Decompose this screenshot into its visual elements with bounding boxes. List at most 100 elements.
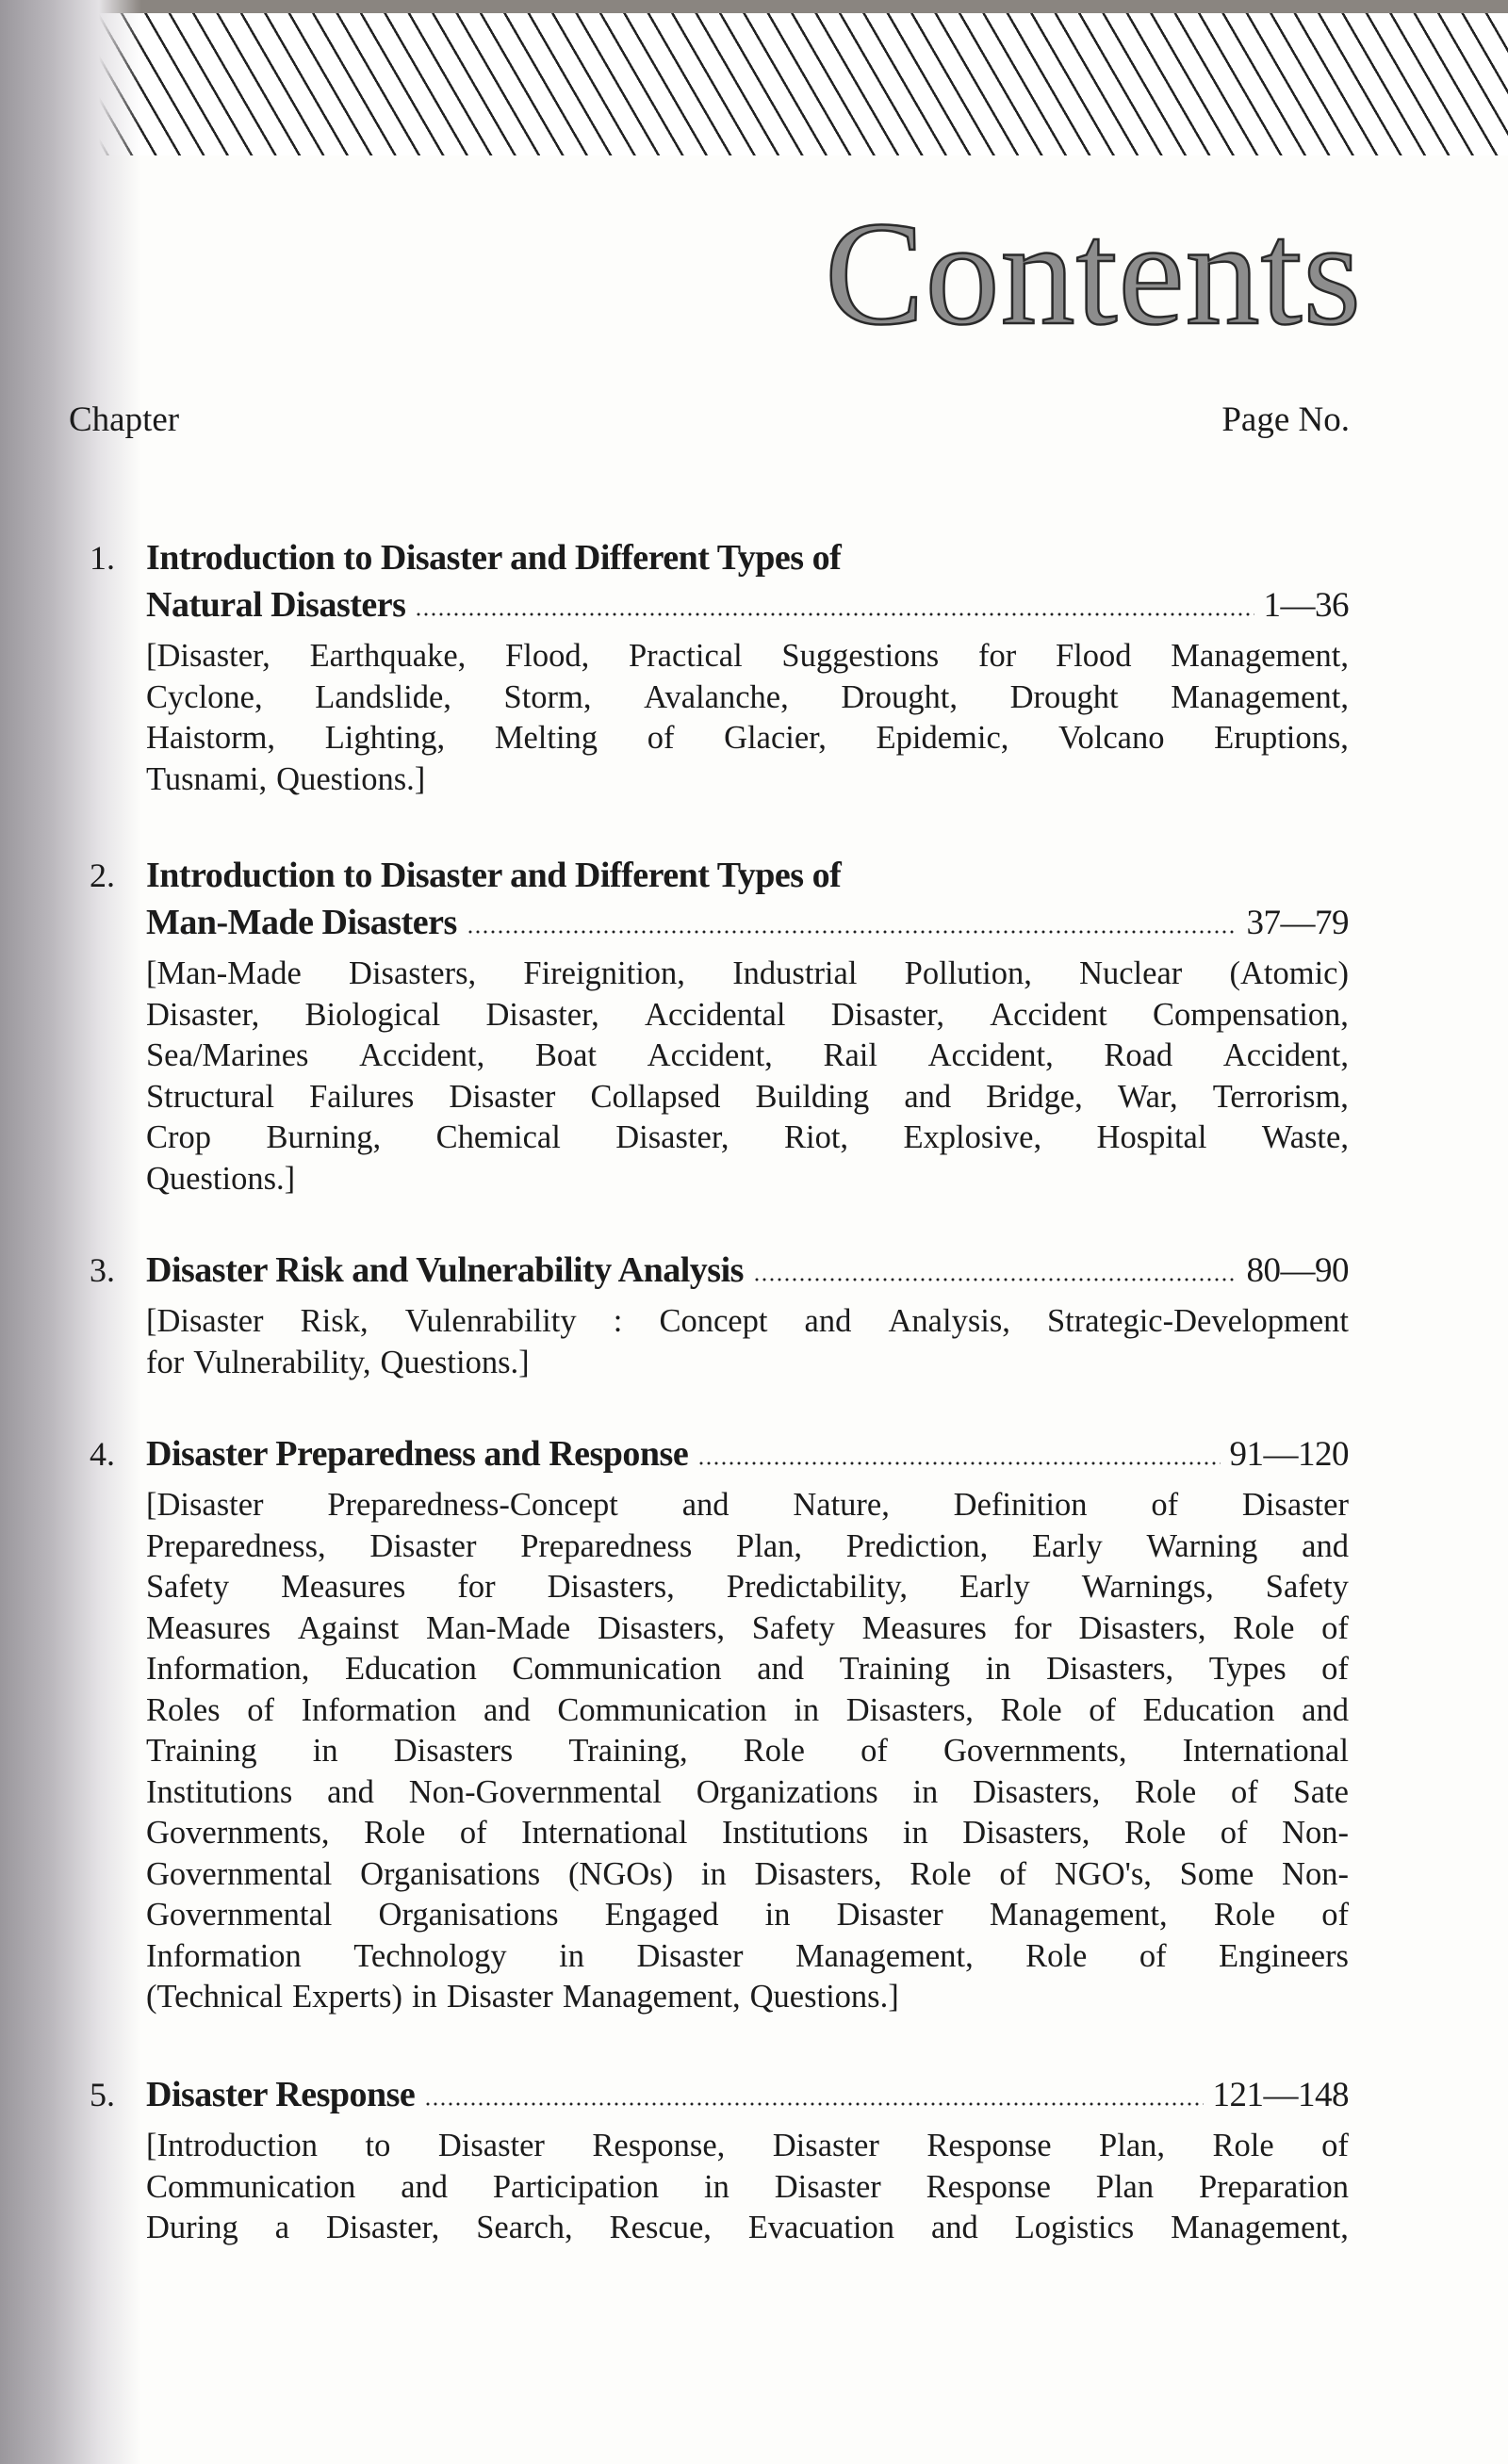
topic-word: Safety bbox=[146, 1569, 230, 1605]
topic-word: Training bbox=[839, 1651, 951, 1687]
topic-word: of bbox=[1321, 2128, 1349, 2163]
topic-word: Disaster, bbox=[485, 996, 599, 1033]
topic-word: Role bbox=[364, 1815, 426, 1851]
topic-word: Preparedness bbox=[520, 1527, 693, 1564]
topic-word: Fireignition, bbox=[523, 955, 685, 991]
topic-line: Safety Measures for Disasters, Predictabilit… bbox=[146, 1567, 1349, 1608]
topic-word: Roles bbox=[146, 1691, 221, 1728]
topic-word: International bbox=[521, 1815, 688, 1851]
topic-word: Disasters, bbox=[547, 1569, 675, 1605]
topic-word: Predictability, bbox=[726, 1569, 909, 1605]
topic-word: Management, bbox=[1171, 2210, 1349, 2245]
topic-word: Earthquake, bbox=[309, 638, 467, 674]
topic-line: Crop Burning, Chemical Disaster, Riot, Explos… bbox=[146, 1118, 1349, 1159]
topic-word: Biological bbox=[304, 996, 441, 1033]
topic-word: Sate bbox=[1292, 1773, 1349, 1810]
topic-word: Communication bbox=[512, 1651, 722, 1687]
topic-word: Industrial bbox=[732, 955, 858, 991]
topic-word: Disaster bbox=[449, 1078, 556, 1115]
chapter-number: 4. bbox=[90, 1435, 115, 1473]
topic-word: Role bbox=[1213, 1897, 1276, 1933]
topic-word: [Disaster, bbox=[146, 638, 270, 674]
topic-word: Flood, bbox=[505, 638, 590, 674]
chapter-topics: [Disaster Risk, Vulenrability: Concept and An… bbox=[146, 1301, 1349, 1383]
chapter-number: 1. bbox=[90, 539, 115, 577]
topic-word: for bbox=[977, 638, 1017, 674]
topic-word: Early bbox=[959, 1569, 1030, 1605]
topic-word: Rail bbox=[823, 1037, 877, 1073]
topic-word: Technology bbox=[353, 1937, 507, 1974]
topic-word: Vulenrability bbox=[404, 1303, 577, 1339]
chapter-title-line: Introduction to Disaster and Different T… bbox=[146, 852, 1349, 899]
topic-word: Questions.] bbox=[749, 1979, 899, 2015]
topic-word: and bbox=[681, 1487, 729, 1523]
topic-line: During a Disaster, Search, Rescue, Evacuation… bbox=[146, 2208, 1349, 2249]
topic-word: Evacuation bbox=[747, 2210, 895, 2245]
topic-word: Preparation bbox=[1198, 2168, 1349, 2205]
topic-word: Disaster, bbox=[830, 996, 944, 1033]
topic-word: Disaster, bbox=[615, 1119, 729, 1155]
topic-word: Building bbox=[755, 1078, 870, 1115]
topic-word: Riot, bbox=[783, 1119, 849, 1155]
topic-word: Volcano bbox=[1058, 720, 1165, 756]
topic-word: of bbox=[861, 1733, 888, 1769]
topic-word: Disasters, bbox=[845, 1691, 974, 1728]
topic-word: Disaster bbox=[636, 1937, 744, 1974]
topic-line: Governmental Organisations Engaged in Disast… bbox=[146, 1895, 1349, 1936]
chapter-title-line: Disaster Preparedness and Response 91—120 bbox=[146, 1430, 1349, 1478]
topic-word: Logistics bbox=[1014, 2210, 1135, 2245]
topic-line: [Man-Made Disasters, Fireignition, Industri… bbox=[146, 954, 1349, 995]
chapter-title: Disaster Response bbox=[146, 2075, 416, 2114]
topic-word: Warning bbox=[1146, 1527, 1258, 1564]
topic-word: Role bbox=[1212, 2128, 1274, 2163]
topic-word: Hospital bbox=[1096, 1119, 1207, 1155]
topic-line: [Disaster Risk, Vulenrability: Concept and An… bbox=[146, 1301, 1349, 1343]
toc-entry: 5. Disaster Response 121—148 [Introduction t… bbox=[90, 2071, 1349, 2249]
topic-line: Structural Failures Disaster Collapsed Build… bbox=[146, 1077, 1349, 1118]
topic-word: Storm, bbox=[503, 678, 592, 715]
topic-word: Safety bbox=[751, 1609, 835, 1646]
topic-word: Tusnami, bbox=[146, 760, 268, 797]
topic-word: Governments, bbox=[943, 1733, 1127, 1769]
chapter-body: Disaster Preparedness and Response 91—120… bbox=[146, 1430, 1349, 2018]
topic-word: Accident, bbox=[927, 1037, 1054, 1073]
topic-line: Institutions and Non-Governmental Organizat… bbox=[146, 1772, 1349, 1814]
topic-word: Experts) bbox=[292, 1979, 402, 2015]
topic-word: Flood bbox=[1055, 638, 1132, 674]
topic-word: Role bbox=[910, 1855, 972, 1892]
chapter-title: Introduction to Disaster and Different T… bbox=[146, 538, 842, 578]
topic-line: Communication and Participation in Disaster R… bbox=[146, 2167, 1349, 2209]
topic-word: in bbox=[559, 1937, 584, 1974]
topic-word: of bbox=[647, 720, 675, 756]
topic-line: [Introduction to Disaster Response, Disaster… bbox=[146, 2126, 1349, 2167]
topic-word: of bbox=[459, 1815, 487, 1851]
topic-word: in bbox=[985, 1651, 1011, 1687]
page-range: 121—148 bbox=[1212, 2076, 1350, 2114]
page-range: 1—36 bbox=[1263, 586, 1350, 625]
topic-word: Analysis, bbox=[888, 1303, 1010, 1339]
topic-word: Concept bbox=[659, 1303, 768, 1339]
topic-word: Education bbox=[1142, 1691, 1275, 1728]
topic-word: Strategic-Development bbox=[1047, 1303, 1349, 1339]
topic-word: Disaster bbox=[772, 2128, 879, 2163]
topic-word: Role bbox=[743, 1733, 805, 1769]
chapter-topics: [Introduction to Disaster Response, Disaster… bbox=[146, 2126, 1349, 2249]
topic-word: Engaged bbox=[604, 1897, 719, 1933]
topic-word: Management, bbox=[989, 1897, 1168, 1933]
chapter-number: 3. bbox=[90, 1251, 115, 1289]
topic-word: Road bbox=[1104, 1037, 1173, 1073]
topic-word: Disasters, bbox=[962, 1815, 1090, 1851]
topic-word: Disasters, bbox=[973, 1773, 1101, 1810]
topic-word: Disaster bbox=[446, 1979, 553, 2015]
topic-word: Non- bbox=[1282, 1815, 1349, 1851]
topic-word: in bbox=[912, 1773, 939, 1810]
topic-word: Management, bbox=[1171, 678, 1349, 715]
topic-line: (Technical Experts) in Disaster Management, Q… bbox=[146, 1977, 1349, 2018]
topic-word: in bbox=[794, 1691, 820, 1728]
topic-word: Practical bbox=[628, 638, 743, 674]
topic-word: Explosive, bbox=[903, 1119, 1042, 1155]
topic-word: and bbox=[483, 1691, 531, 1728]
topic-word: International bbox=[1182, 1733, 1349, 1769]
topic-word: Against bbox=[297, 1609, 400, 1646]
topic-word: Plan, bbox=[1099, 2128, 1166, 2163]
